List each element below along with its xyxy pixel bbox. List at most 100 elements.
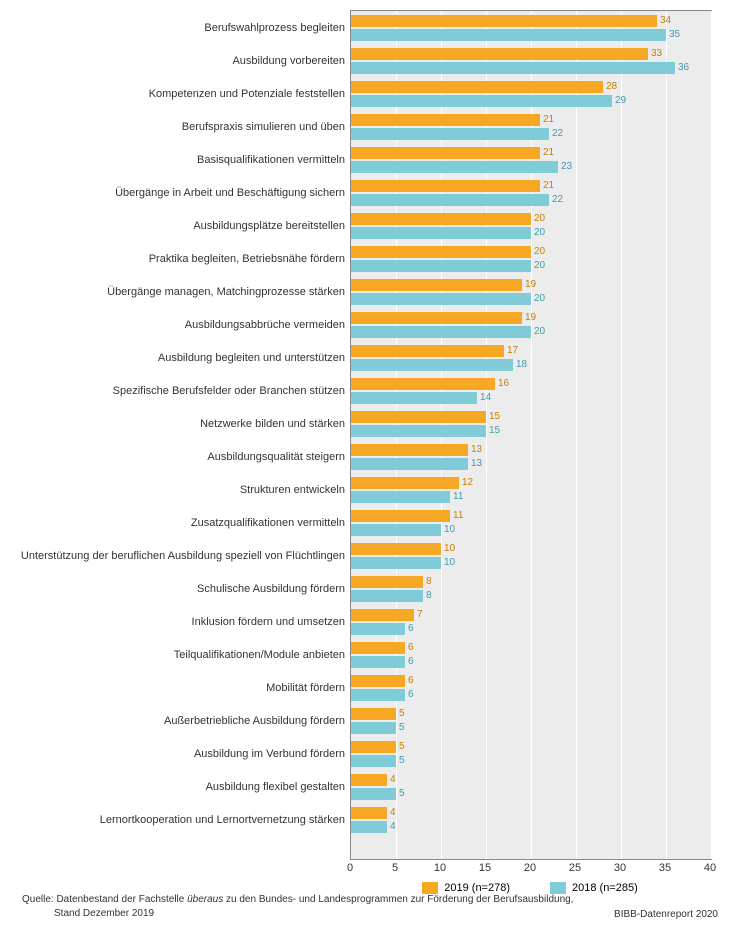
source-suffix1: zu den Bundes- und Landesprogrammen zur … <box>223 894 573 905</box>
bar-value: 21 <box>543 114 554 126</box>
bar-row: 1313 <box>351 444 711 477</box>
bar-value: 10 <box>444 543 455 555</box>
bar-y2019 <box>351 48 648 60</box>
bar-y2019 <box>351 81 603 93</box>
bar-y2018 <box>351 821 387 833</box>
source-prefix: Quelle: Datenbestand der Fachstelle <box>22 894 187 905</box>
bar-y2018 <box>351 491 450 503</box>
bar-value: 35 <box>669 29 680 41</box>
bar-y2019 <box>351 147 540 159</box>
x-tick: 5 <box>392 862 398 874</box>
bar-y2018 <box>351 755 396 767</box>
bar-value: 8 <box>426 576 432 588</box>
bar-y2019 <box>351 708 396 720</box>
category-label: Außerbetriebliche Ausbildung fördern <box>0 715 345 728</box>
bar-value: 6 <box>408 675 414 687</box>
category-label: Mobilität fördern <box>0 682 345 695</box>
bar-y2018 <box>351 95 612 107</box>
bar-row: 2123 <box>351 147 711 180</box>
bar-value: 28 <box>606 81 617 93</box>
bar-y2018 <box>351 623 405 635</box>
bar-value: 11 <box>453 491 463 503</box>
bar-y2019 <box>351 279 522 291</box>
bar-value: 15 <box>489 425 500 437</box>
bar-row: 66 <box>351 642 711 675</box>
bar-value: 14 <box>480 392 491 404</box>
bar-value: 10 <box>444 524 455 536</box>
bar-row: 2829 <box>351 81 711 114</box>
category-label: Ausbildungsplätze bereitstellen <box>0 220 345 233</box>
bar-row: 44 <box>351 807 711 840</box>
credit: BIBB-Datenreport 2020 <box>614 909 718 920</box>
bar-value: 5 <box>399 708 405 720</box>
bar-value: 33 <box>651 48 662 60</box>
category-label: Strukturen entwickeln <box>0 484 345 497</box>
x-tick: 30 <box>614 862 626 874</box>
bar-y2019 <box>351 114 540 126</box>
bar-value: 8 <box>426 590 432 602</box>
bar-value: 20 <box>534 227 545 239</box>
bar-row: 33 36 <box>351 48 711 81</box>
bar-y2019 <box>351 180 540 192</box>
bar-y2019 <box>351 15 657 27</box>
x-tick: 10 <box>434 862 446 874</box>
category-label: Ausbildung begleiten und unterstützen <box>0 352 345 365</box>
bar-row: 1010 <box>351 543 711 576</box>
source-italic: überaus <box>187 894 223 905</box>
bar-value: 4 <box>390 807 396 819</box>
bar-y2018 <box>351 128 549 140</box>
bar-y2019 <box>351 378 495 390</box>
bar-row: 1515 <box>351 411 711 444</box>
bar-y2018 <box>351 227 531 239</box>
bar-y2018 <box>351 359 513 371</box>
chart-figure: Berufswahlprozess begleitenAusbildung vo… <box>0 0 730 942</box>
bar-y2018 <box>351 392 477 404</box>
bar-row: 2122 <box>351 180 711 213</box>
source-line2: Stand Dezember 2019 <box>22 907 154 921</box>
bar-value: 6 <box>408 623 414 635</box>
bar-value: 23 <box>561 161 572 173</box>
category-label: Unterstützung der beruflichen Ausbildung… <box>0 550 345 563</box>
bar-row: 1920 <box>351 279 711 312</box>
bar-value: 5 <box>399 788 405 800</box>
bar-value: 6 <box>408 642 414 654</box>
category-label: Ausbildungsqualität steigern <box>0 451 345 464</box>
bar-value: 12 <box>462 477 473 489</box>
bar-y2018 <box>351 458 468 470</box>
category-label: Zusatzqualifikationen vermitteln <box>0 517 345 530</box>
bar-value: 5 <box>399 755 405 767</box>
bar-y2018 <box>351 425 486 437</box>
x-tick: 0 <box>347 862 353 874</box>
bar-row: 1211 <box>351 477 711 510</box>
bar-row: 66 <box>351 675 711 708</box>
category-label: Ausbildung vorbereiten <box>0 55 345 68</box>
bar-value: 11 <box>453 510 463 522</box>
category-label: Basisqualifikationen vermitteln <box>0 154 345 167</box>
bar-value: 7 <box>417 609 423 621</box>
bar-row: 55 <box>351 708 711 741</box>
category-label: Schulische Ausbildung fördern <box>0 583 345 596</box>
category-label: Netzwerke bilden und stärken <box>0 418 345 431</box>
category-label: Übergänge in Arbeit und Beschäftigung si… <box>0 187 345 200</box>
bar-value: 5 <box>399 722 405 734</box>
bar-row: 1614 <box>351 378 711 411</box>
bar-y2018 <box>351 557 441 569</box>
bar-y2018 <box>351 689 405 701</box>
bar-row: 1110 <box>351 510 711 543</box>
bar-y2019 <box>351 642 405 654</box>
bar-value: 36 <box>678 62 689 74</box>
bar-value: 34 <box>660 15 671 27</box>
plot-area: 3435333628292122212321222020202019201920… <box>350 10 712 860</box>
bar-value: 21 <box>543 180 554 192</box>
category-label: Kompetenzen und Potenziale feststellen <box>0 88 345 101</box>
x-tick: 35 <box>659 862 671 874</box>
bar-value: 19 <box>525 312 536 324</box>
bar-value: 19 <box>525 279 536 291</box>
bar-value: 13 <box>471 444 482 456</box>
bar-y2019 <box>351 807 387 819</box>
bar-y2018 <box>351 590 423 602</box>
bar-y2018 <box>351 293 531 305</box>
x-tick: 20 <box>524 862 536 874</box>
bar-row: 1920 <box>351 312 711 345</box>
bar-value: 17 <box>507 345 518 357</box>
